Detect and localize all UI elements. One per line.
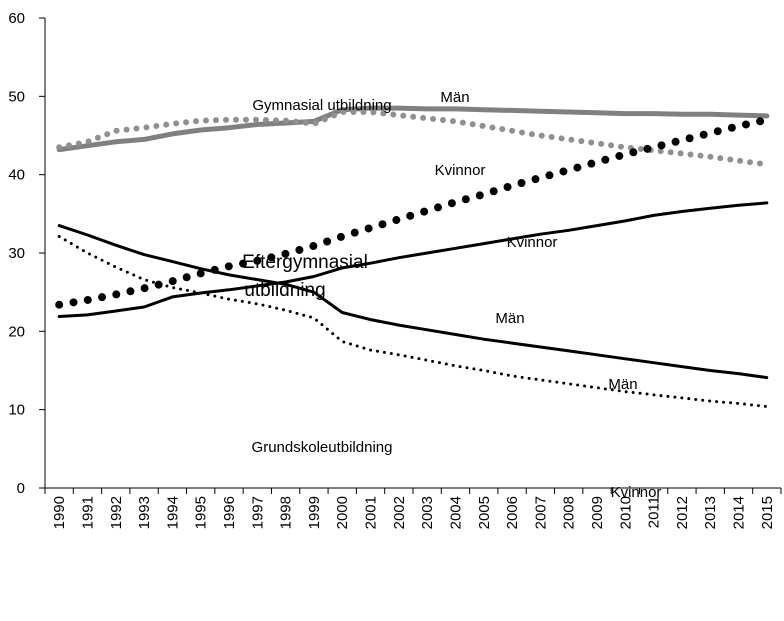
series-label: Män	[440, 89, 469, 106]
y-tick-label: 0	[17, 480, 25, 497]
y-tick-label: 40	[8, 167, 25, 184]
x-tick-label: 2003	[419, 496, 436, 529]
x-tick-label: 1996	[221, 496, 238, 529]
x-tick-label: 2005	[476, 496, 493, 529]
y-tick-label: 60	[8, 10, 25, 27]
x-tick-label: 2002	[391, 496, 408, 529]
x-tick-label: 1999	[306, 496, 323, 529]
x-tick-label: 1994	[164, 496, 181, 529]
x-tick-label: 2011	[646, 496, 663, 528]
series-line	[56, 105, 770, 153]
x-tick-label: 2001	[363, 496, 380, 529]
series-line	[56, 109, 770, 168]
x-tick-label: 2007	[532, 496, 549, 529]
y-tick-label: 20	[8, 323, 25, 340]
x-tick-label: 2000	[334, 496, 351, 529]
x-tick-label: 2013	[702, 496, 719, 529]
x-tick-label: 2012	[674, 496, 691, 529]
series-label: Män	[608, 376, 637, 393]
y-tick-label: 10	[8, 402, 25, 419]
x-tick-label: 1997	[249, 496, 266, 529]
series-line	[55, 115, 771, 309]
x-tick-label: 1993	[136, 496, 153, 529]
series-line	[57, 224, 769, 380]
series-line	[57, 201, 769, 318]
annotation: Eftergymnasial	[242, 252, 368, 273]
annotation: utbildning	[244, 280, 325, 301]
x-tick-label: 1995	[193, 496, 210, 529]
x-tick-label: 2009	[589, 496, 606, 529]
x-tick-label: 2015	[759, 496, 776, 529]
y-tick-label: 50	[8, 88, 25, 105]
x-tick-label: 2014	[731, 496, 748, 529]
series-label: Kvinnor	[507, 234, 558, 251]
x-tick-label: 2010	[617, 496, 634, 529]
annotation: Gymnasial utbildning	[252, 97, 391, 114]
x-tick-label: 1998	[278, 496, 295, 529]
x-tick-label: 2008	[561, 496, 578, 529]
series-line	[57, 235, 769, 408]
x-tick-label: 1992	[108, 496, 125, 529]
x-tick-label: 1990	[51, 496, 68, 529]
y-tick-label: 30	[8, 245, 25, 262]
series-label: Kvinnor	[435, 162, 486, 179]
x-tick-label: 1991	[79, 496, 96, 529]
series-label: Män	[495, 310, 524, 327]
x-tick-label: 2004	[447, 496, 464, 529]
series-label: Kvinnor	[611, 484, 662, 501]
annotation: Grundskoleutbildning	[252, 439, 393, 456]
x-tick-label: 2006	[504, 496, 521, 529]
